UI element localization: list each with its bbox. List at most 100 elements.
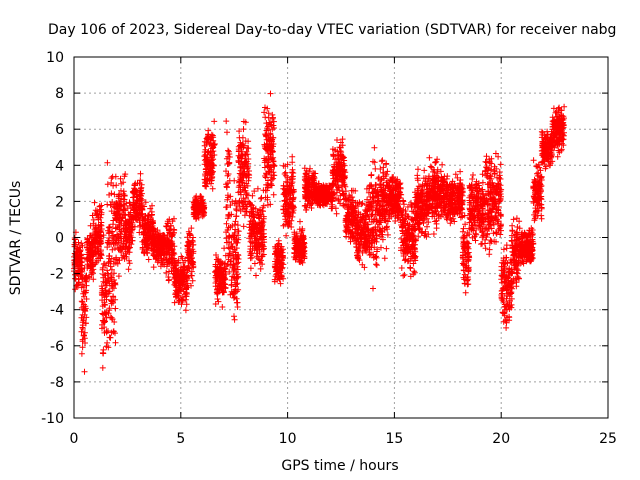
data-point (105, 344, 112, 351)
data-point (123, 237, 130, 244)
data-point (96, 203, 103, 210)
data-point (122, 171, 129, 178)
data-point (72, 252, 79, 259)
data-point (92, 234, 99, 241)
data-point (383, 245, 390, 252)
data-point (107, 334, 114, 341)
data-point (108, 298, 115, 305)
data-point (105, 290, 112, 297)
data-point (87, 257, 94, 264)
data-point (253, 272, 259, 279)
data-point (106, 191, 113, 198)
data-point (110, 293, 116, 300)
data-point (79, 344, 86, 351)
data-point (421, 167, 428, 174)
data-point (81, 332, 87, 339)
data-point (82, 289, 89, 296)
data-point (270, 191, 277, 198)
data-point (371, 144, 378, 151)
data-point (111, 280, 118, 287)
data-point (112, 339, 119, 346)
data-point (97, 240, 104, 247)
data-point (116, 257, 123, 264)
data-point (76, 244, 83, 251)
data-point (426, 154, 433, 161)
data-points (71, 90, 568, 375)
data-point (414, 172, 421, 179)
data-point (114, 231, 121, 238)
data-point (145, 256, 152, 263)
data-point (79, 324, 86, 331)
data-point (72, 286, 79, 293)
data-point (79, 338, 86, 345)
data-point (92, 207, 99, 214)
data-point (401, 271, 408, 278)
data-point (79, 275, 86, 282)
data-point (415, 166, 421, 173)
data-point (83, 278, 90, 285)
data-point (381, 255, 388, 262)
data-point (92, 222, 99, 229)
data-point (112, 305, 119, 312)
data-point (79, 281, 86, 288)
data-point (79, 311, 86, 318)
data-point (425, 219, 432, 226)
data-point (122, 212, 129, 219)
data-point (370, 285, 376, 292)
data-point (75, 253, 82, 260)
data-point (78, 314, 85, 321)
data-point (126, 239, 133, 246)
data-point (112, 224, 119, 231)
data-point (93, 251, 100, 258)
data-point (79, 242, 86, 249)
data-point (267, 90, 274, 97)
data-point (137, 177, 144, 184)
data-point (93, 239, 99, 246)
data-point (257, 265, 264, 272)
data-point (75, 276, 82, 283)
data-point (109, 285, 116, 291)
data-point (407, 265, 414, 272)
data-point (89, 253, 95, 260)
data-point (116, 200, 123, 206)
data-point (411, 268, 418, 275)
data-point (100, 346, 107, 353)
data-point (127, 209, 134, 216)
data-point (115, 273, 122, 280)
data-point (73, 282, 80, 289)
data-point (71, 241, 78, 248)
data-point (108, 297, 115, 304)
data-point (125, 266, 132, 273)
data-point (99, 266, 106, 273)
data-point (101, 329, 108, 336)
data-point (107, 258, 114, 265)
data-point (116, 193, 122, 200)
data-point (94, 245, 101, 252)
data-point (401, 201, 407, 208)
data-point (117, 175, 124, 182)
data-point (109, 228, 116, 235)
data-point (91, 244, 98, 251)
data-point (105, 224, 112, 231)
data-point (120, 179, 127, 186)
data-point (111, 270, 117, 277)
data-point (114, 211, 121, 218)
data-point (80, 303, 87, 310)
data-point (94, 231, 101, 238)
data-point (102, 287, 109, 294)
data-point (105, 239, 111, 246)
data-point (401, 257, 408, 264)
data-point (247, 255, 254, 262)
data-point (85, 246, 91, 253)
data-point (93, 259, 100, 266)
data-point (84, 239, 91, 246)
data-point (462, 289, 469, 296)
data-point (137, 170, 144, 177)
data-point (233, 207, 240, 214)
data-point (74, 256, 81, 263)
data-point (86, 273, 93, 280)
data-point (81, 368, 88, 375)
data-point (104, 275, 111, 282)
data-point (99, 317, 106, 324)
